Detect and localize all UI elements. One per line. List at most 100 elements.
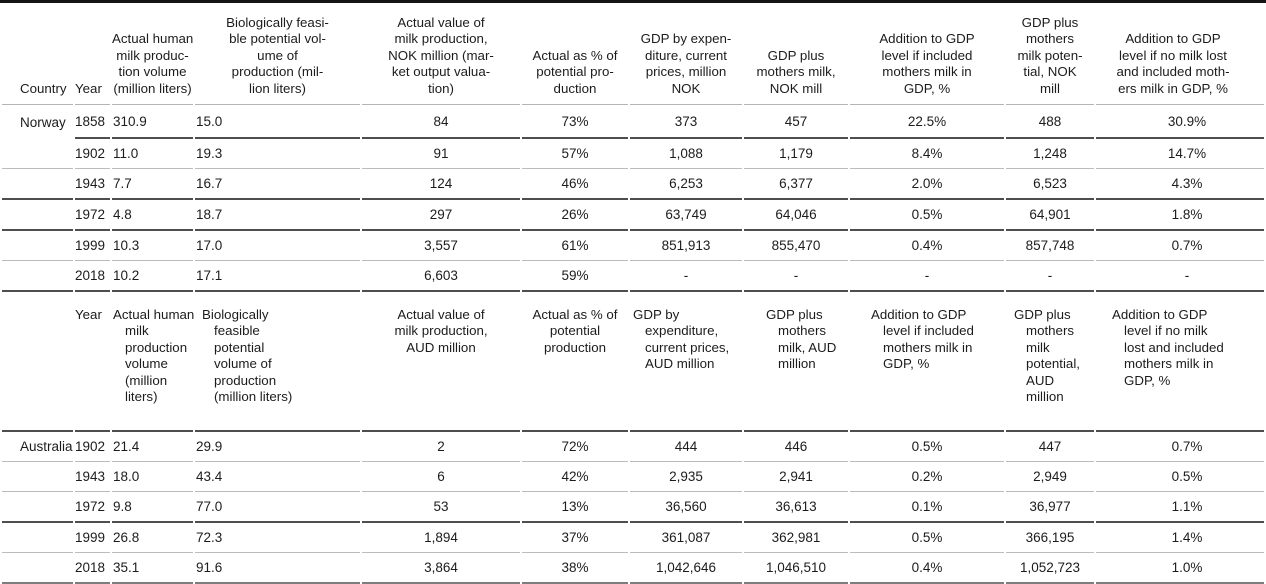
data-row-australia-1943: 1943 18.0 43.4 6 42% 2,935 2,941 0.2% 2,949 0.5% <box>2 462 1264 493</box>
value-cell: 59% <box>522 261 628 293</box>
value-cell: 61% <box>522 231 628 262</box>
value-cell: 73% <box>522 105 628 140</box>
value-cell: 4.3% <box>1096 169 1264 201</box>
value-cell: - <box>1096 261 1264 293</box>
value-cell: 124 <box>362 169 520 201</box>
value-cell: 1,894 <box>362 523 520 554</box>
column-header: Actual human milk production volume (mil… <box>112 292 194 433</box>
year-cell: 1858 <box>75 105 110 140</box>
value-cell: 0.7% <box>1096 231 1264 262</box>
year-cell: 1943 <box>75 169 110 201</box>
value-cell: 63,749 <box>630 200 742 232</box>
value-cell: 2,935 <box>630 462 742 493</box>
value-cell: 36,560 <box>630 492 742 524</box>
year-cell: 1972 <box>75 492 110 524</box>
value-cell: 1.4% <box>1096 523 1264 554</box>
value-cell: 14.7% <box>1096 139 1264 170</box>
column-header: Actual human milk produc- tion volume (m… <box>112 3 193 106</box>
country-cell: Australia <box>2 432 73 463</box>
value-cell: 91.6 <box>195 553 360 584</box>
column-header: Addition to GDP level if included mother… <box>850 3 1004 106</box>
value-cell: 2 <box>362 432 520 463</box>
value-cell: 64,046 <box>744 200 848 232</box>
value-cell: 38% <box>522 553 628 584</box>
value-cell: 77.0 <box>195 492 360 524</box>
data-row-australia-2018: 2018 35.1 91.6 3,864 38% 1,042,646 1,046,510 0.… <box>2 553 1264 584</box>
value-cell: 7.7 <box>112 169 193 201</box>
value-cell: 0.5% <box>850 523 1004 554</box>
value-cell: 2,949 <box>1006 462 1094 493</box>
column-header: GDP by expenditure, current prices, AUD … <box>630 292 742 433</box>
year-cell: 1943 <box>75 462 110 493</box>
value-cell: 2,941 <box>744 462 848 493</box>
value-cell: 1,052,723 <box>1006 553 1094 584</box>
value-cell: 0.4% <box>850 553 1004 584</box>
value-cell: 1.1% <box>1096 492 1264 524</box>
year-cell: 2018 <box>75 553 110 584</box>
country-cell <box>2 200 73 232</box>
data-row-norway-1972: 1972 4.8 18.7 297 26% 63,749 64,046 0.5% 64,901 1… <box>2 200 1264 232</box>
value-cell: 3,557 <box>362 231 520 262</box>
country-cell: Norway <box>20 114 66 130</box>
column-header: Biologically feasible potential volume o… <box>195 292 360 433</box>
value-cell: 17.1 <box>195 261 360 293</box>
value-cell: 3,864 <box>362 553 520 584</box>
value-cell: 15.0 <box>195 105 360 140</box>
value-cell: 13% <box>522 492 628 524</box>
value-cell: 488 <box>1006 105 1094 140</box>
value-cell: 72% <box>522 432 628 463</box>
value-cell: 444 <box>630 432 742 463</box>
value-cell: 91 <box>362 139 520 170</box>
country-cell <box>2 523 73 554</box>
value-cell: 10.2 <box>112 261 193 293</box>
value-cell: - <box>850 261 1004 293</box>
year-cell: 1972 <box>75 200 110 232</box>
value-cell: 446 <box>744 432 848 463</box>
value-cell: 1.8% <box>1096 200 1264 232</box>
value-cell: 1,248 <box>1006 139 1094 170</box>
value-cell: 4.8 <box>112 200 193 232</box>
value-cell: 36,613 <box>744 492 848 524</box>
table-body: Country Year Actual human milk produc- tio… <box>2 3 1264 584</box>
value-cell: 366,195 <box>1006 523 1094 554</box>
value-cell: 0.5% <box>850 200 1004 232</box>
year-cell: 1999 <box>75 523 110 554</box>
value-cell: 447 <box>1006 432 1094 463</box>
value-cell: 362,981 <box>744 523 848 554</box>
header-row-australia: Year Actual human milk production volume … <box>2 292 1264 433</box>
data-row-australia-1999: 1999 26.8 72.3 1,894 37% 361,087 362,981 0.5% 36… <box>2 523 1264 554</box>
value-cell: 35.1 <box>112 553 193 584</box>
value-cell: 8.4% <box>850 139 1004 170</box>
value-cell: 46% <box>522 169 628 201</box>
value-cell: 1,179 <box>744 139 848 170</box>
value-cell: 6,523 <box>1006 169 1094 201</box>
value-cell: 43.4 <box>195 462 360 493</box>
value-cell: 57% <box>522 139 628 170</box>
data-row-norway-1902: 1902 11.0 19.3 91 57% 1,088 1,179 8.4% 1,248 14.7… <box>2 139 1264 170</box>
value-cell: 1,088 <box>630 139 742 170</box>
year-cell: 1902 <box>75 432 110 463</box>
value-cell: 37% <box>522 523 628 554</box>
data-row-australia-1972: 1972 9.8 77.0 53 13% 36,560 36,613 0.1% 36,977 1.… <box>2 492 1264 524</box>
value-cell: 29.9 <box>195 432 360 463</box>
country-cell <box>2 261 73 293</box>
country-cell <box>2 139 73 170</box>
value-cell: - <box>630 261 742 293</box>
value-cell: 18.0 <box>112 462 193 493</box>
value-cell: 21.4 <box>112 432 193 463</box>
value-cell: 361,087 <box>630 523 742 554</box>
value-cell: 64,901 <box>1006 200 1094 232</box>
value-cell: 373 <box>630 105 742 140</box>
value-cell: 42% <box>522 462 628 493</box>
year-cell: 1999 <box>75 231 110 262</box>
value-cell: 6,253 <box>630 169 742 201</box>
value-cell: 53 <box>362 492 520 524</box>
value-cell: 2.0% <box>850 169 1004 201</box>
data-row-norway-2018: 2018 10.2 17.1 6,603 59% - - - - - <box>2 261 1264 293</box>
value-cell: 1.0% <box>1096 553 1264 584</box>
data-row-australia-1902: Australia 1902 21.4 29.9 2 72% 444 446 0.5% 447 0.… <box>2 432 1264 463</box>
column-header-year: Year <box>75 292 110 433</box>
value-cell: 857,748 <box>1006 231 1094 262</box>
value-cell: 17.0 <box>195 231 360 262</box>
